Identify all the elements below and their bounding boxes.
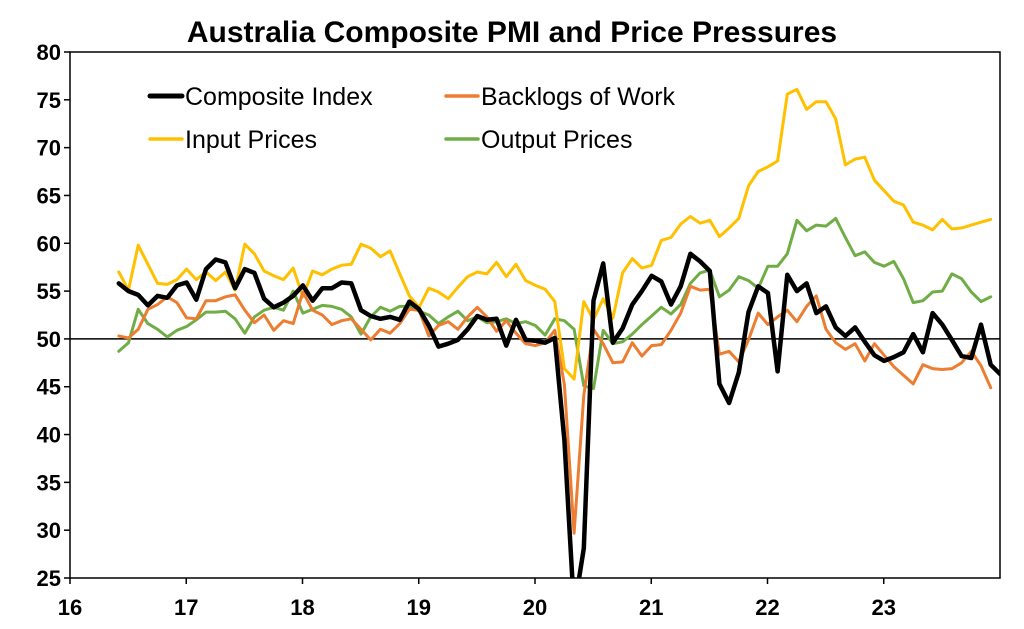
y-tick-label: 30: [37, 518, 61, 543]
x-tick-label: 16: [58, 595, 82, 620]
x-tick-label: 17: [174, 595, 198, 620]
y-tick-label: 25: [37, 566, 61, 591]
y-tick-label: 80: [37, 40, 61, 65]
series-line-input-prices: [117, 87, 993, 381]
x-tick-label: 21: [639, 595, 663, 620]
y-tick-label: 60: [37, 231, 61, 256]
y-tick-label: 50: [37, 327, 61, 352]
legend-label-input-prices: Input Prices: [185, 126, 317, 154]
series-line-backlogs-of-work: [117, 284, 993, 535]
y-tick-label: 70: [37, 136, 61, 161]
chart-title: Australia Composite PMI and Price Pressu…: [187, 16, 837, 49]
x-tick-label: 18: [290, 595, 314, 620]
y-tick-label: 35: [37, 470, 61, 495]
x-tick-label: 22: [755, 595, 779, 620]
legend-label-output-prices: Output Prices: [481, 126, 632, 154]
y-tick-label: 40: [37, 423, 61, 448]
series-line-composite-index: [116, 251, 1000, 578]
plot-area: 25 30 35 40 45 50 55 60 65 70 75 80 16 17 18 19 20 21 22 23: [37, 40, 1001, 620]
legend-label-composite-index: Composite Index: [185, 83, 373, 111]
series-line-output-prices: [117, 216, 993, 391]
y-tick-label: 55: [37, 279, 61, 304]
y-tick-label: 75: [37, 88, 61, 113]
y-tick-label: 45: [37, 375, 61, 400]
x-tick-label: 20: [523, 595, 547, 620]
x-tick-label: 19: [407, 595, 431, 620]
y-tick-label: 65: [37, 183, 61, 208]
x-tick-label: 23: [872, 595, 896, 620]
legend-label-backlogs-of-work: Backlogs of Work: [481, 83, 676, 111]
legend: Composite Index Backlogs of Work Input Pri…: [147, 83, 676, 154]
